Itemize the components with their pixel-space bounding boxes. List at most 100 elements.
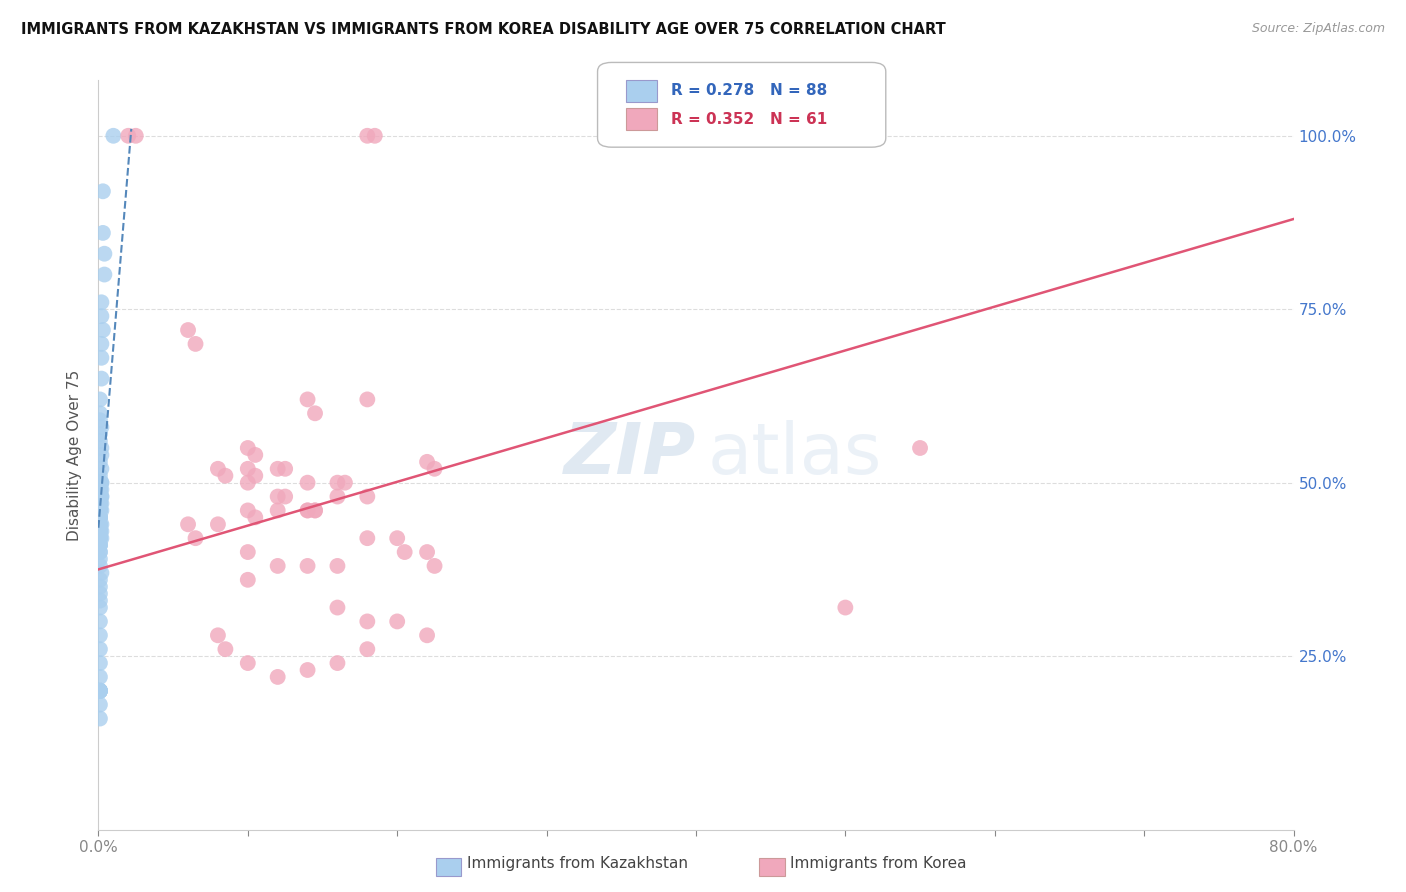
Point [184, 531, 207, 545]
Point [89, 580, 111, 594]
Point [236, 475, 259, 490]
Point [89, 524, 111, 539]
Text: Immigrants from Kazakhstan: Immigrants from Kazakhstan [467, 856, 688, 871]
Point [297, 475, 319, 490]
Point [89, 510, 111, 524]
Point [908, 441, 931, 455]
Point [326, 490, 349, 504]
Point [90, 351, 112, 365]
Point [89, 670, 111, 684]
Point [245, 448, 267, 462]
Point [89, 538, 111, 552]
Point [90, 475, 112, 490]
Point [89, 475, 111, 490]
Point [207, 462, 229, 476]
Point [90, 295, 112, 310]
Text: Immigrants from Korea: Immigrants from Korea [790, 856, 967, 871]
Point [89, 503, 111, 517]
Point [89, 683, 111, 698]
Point [236, 656, 259, 670]
Point [297, 558, 319, 573]
Point [89, 573, 111, 587]
Point [89, 628, 111, 642]
Point [356, 392, 378, 407]
Point [89, 524, 111, 539]
Point [333, 475, 356, 490]
Point [89, 531, 111, 545]
Point [89, 413, 111, 427]
Point [834, 600, 856, 615]
Point [245, 468, 267, 483]
Point [90, 566, 112, 580]
Point [356, 490, 378, 504]
Point [89, 683, 111, 698]
Point [89, 503, 111, 517]
Point [89, 712, 111, 726]
Point [356, 642, 378, 657]
Point [177, 323, 200, 337]
Point [90, 420, 112, 434]
Point [89, 503, 111, 517]
Point [89, 517, 111, 532]
Point [89, 683, 111, 698]
Point [89, 510, 111, 524]
Point [267, 670, 290, 684]
Point [90, 309, 112, 323]
Point [326, 475, 349, 490]
Point [364, 128, 387, 143]
Point [297, 663, 319, 677]
Point [89, 558, 111, 573]
Point [89, 496, 111, 510]
Point [416, 628, 439, 642]
Point [267, 503, 290, 517]
Point [90, 483, 112, 497]
Point [93, 268, 115, 282]
Point [89, 455, 111, 469]
Point [89, 496, 111, 510]
Point [356, 128, 378, 143]
Point [416, 545, 439, 559]
Point [90, 503, 112, 517]
Point [416, 455, 439, 469]
Point [274, 462, 297, 476]
Point [89, 490, 111, 504]
Point [267, 490, 290, 504]
Point [89, 496, 111, 510]
Text: ZIP: ZIP [564, 420, 696, 490]
Point [304, 503, 326, 517]
Point [89, 517, 111, 532]
Point [89, 517, 111, 532]
Point [89, 545, 111, 559]
Point [91, 323, 114, 337]
Point [89, 483, 111, 497]
Point [89, 490, 111, 504]
Point [236, 441, 259, 455]
Point [91, 226, 114, 240]
Point [117, 128, 139, 143]
Point [89, 615, 111, 629]
Point [89, 427, 111, 442]
Point [89, 552, 111, 566]
Point [297, 392, 319, 407]
Point [89, 510, 111, 524]
Point [90, 496, 112, 510]
Point [236, 573, 259, 587]
Point [385, 615, 409, 629]
Point [89, 538, 111, 552]
Point [89, 475, 111, 490]
Point [326, 558, 349, 573]
Point [89, 510, 111, 524]
Point [177, 517, 200, 532]
Text: R = 0.352   N = 61: R = 0.352 N = 61 [671, 112, 827, 127]
Point [89, 434, 111, 448]
Y-axis label: Disability Age Over 75: Disability Age Over 75 [67, 369, 83, 541]
Point [610, 128, 633, 143]
Point [326, 600, 349, 615]
Point [89, 642, 111, 657]
Point [385, 531, 409, 545]
Point [297, 503, 319, 517]
Text: atlas: atlas [709, 420, 883, 490]
Point [304, 503, 326, 517]
Point [89, 392, 111, 407]
Point [297, 503, 319, 517]
